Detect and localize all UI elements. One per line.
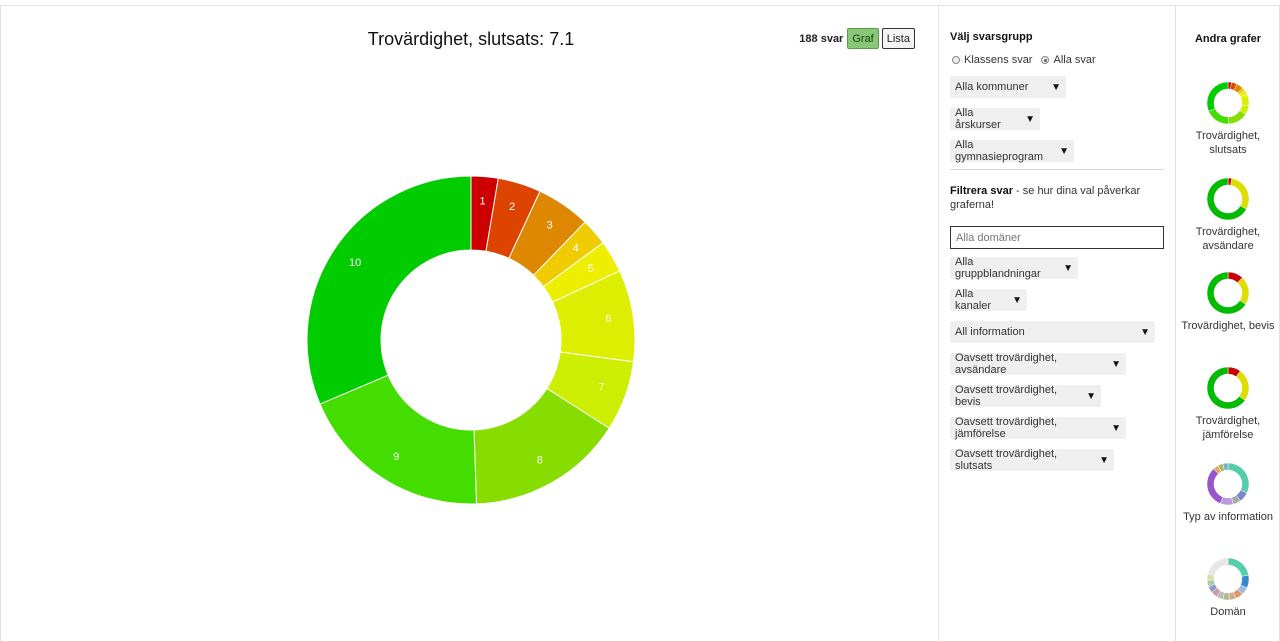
thumb-conclusion-label: Trovärdighet, slutsats — [1195, 130, 1261, 156]
group-mix-select[interactable]: Alla gruppblandningar ▼ — [950, 256, 1078, 280]
thumb-information-type-label: Typ av information — [1183, 511, 1273, 523]
dropdown-arrow-icon: ▼ — [1111, 358, 1121, 370]
thumb-comparison[interactable]: Trovärdighet, jämförelse — [1176, 366, 1280, 442]
thumb-4-slice-5 — [1206, 468, 1224, 504]
filter-panel: Välj svarsgrupp Klassens svar Alla svar … — [939, 6, 1176, 641]
thumb-evidence-label: Trovärdighet, bevis — [1181, 320, 1275, 332]
thumb-domain[interactable]: Domän — [1176, 557, 1280, 619]
view-controls: 188 svar Graf Lista — [799, 28, 915, 49]
evidence-select-value: Oavsett trovärdighet, bevis — [955, 384, 1058, 408]
conclusion-select[interactable]: Oavsett trovärdighet, slutsats ▼ — [950, 448, 1114, 472]
thumb-evidence-donut — [1206, 271, 1250, 315]
dropdown-arrow-icon: ▼ — [1012, 294, 1022, 306]
thumb-1-slice-2 — [1230, 178, 1250, 210]
dropdown-arrow-icon: ▼ — [1059, 145, 1069, 157]
graph-view-button[interactable]: Graf — [847, 28, 879, 49]
donut-slice-9 — [319, 374, 477, 505]
thumb-2-slice-2 — [1237, 277, 1250, 305]
grade-select[interactable]: Alla årskurser ▼ — [950, 107, 1040, 131]
donut-label-3: 3 — [547, 219, 553, 231]
information-select[interactable]: All information ▼ — [950, 321, 1155, 343]
thumb-4-slice-1 — [1227, 462, 1250, 494]
donut-label-2: 2 — [509, 201, 515, 213]
channel-select-value: Alla kanaler — [955, 288, 992, 312]
thumb-0-slice-10 — [1206, 81, 1229, 112]
donut-label-4: 4 — [573, 242, 579, 254]
evidence-select[interactable]: Oavsett trovärdighet, bevis ▼ — [950, 384, 1101, 408]
information-select-value: All information — [955, 326, 1025, 338]
thumb-3-slice-2 — [1235, 370, 1250, 401]
group-heading: Välj svarsgrupp — [950, 31, 1033, 43]
thumb-comparison-donut — [1206, 366, 1250, 410]
group-mix-select-value: Alla gruppblandningar — [955, 256, 1041, 280]
channel-select[interactable]: Alla kanaler ▼ — [950, 288, 1027, 312]
app-frame: 1 2 3 4 5 6 7 8 9 10 Trovärdighet, slutsats: 7.1 … — [0, 5, 1280, 641]
thumb-5-slice-1 — [1227, 557, 1249, 577]
donut-label-1: 1 — [480, 195, 486, 207]
thumb-conclusion[interactable]: Trovärdighet, slutsats — [1176, 81, 1280, 157]
thumb-5-slice-12 — [1207, 557, 1229, 576]
sender-select[interactable]: Oavsett trovärdighet, avsändare ▼ — [950, 352, 1126, 376]
municipality-select[interactable]: Alla kommuner ▼ — [950, 76, 1066, 98]
donut-label-9: 9 — [393, 451, 399, 463]
thumb-information-type[interactable]: Typ av information — [1176, 462, 1280, 524]
thumb-comparison-label: Trovärdighet, jämförelse — [1195, 415, 1261, 441]
sender-select-value: Oavsett trovärdighet, avsändare — [955, 352, 1058, 376]
thumb-0-slice-9 — [1208, 108, 1229, 125]
filter-intro: Filtrera svar - se hur dina val påverkar… — [950, 184, 1160, 212]
grade-select-value: Alla årskurser — [955, 107, 1001, 131]
chart-title: Trovärdighet, slutsats: 7.1 — [367, 29, 575, 49]
radio-all-answers[interactable] — [1041, 56, 1050, 64]
filter-description: - se hur dina val påverkar graferna! — [950, 185, 1141, 211]
thumb-4-slice-8 — [1222, 462, 1229, 471]
conclusion-select-value: Oavsett trovärdighet, slutsats — [955, 448, 1058, 472]
program-select-value: Alla gymnasieprogram — [955, 139, 1044, 163]
dropdown-arrow-icon: ▼ — [1063, 262, 1073, 274]
radio-all-label: Alla svar — [1053, 54, 1096, 66]
thumb-3-slice-3 — [1206, 366, 1246, 410]
donut-label-7: 7 — [598, 382, 604, 394]
thumb-domain-label: Domän — [1210, 606, 1246, 618]
thumb-sender-label: Trovärdighet, avsändare — [1195, 226, 1261, 252]
dropdown-arrow-icon: ▼ — [1086, 390, 1096, 402]
list-view-button[interactable]: Lista — [881, 28, 915, 49]
thumb-domain-donut — [1206, 557, 1250, 601]
donut-label-10: 10 — [349, 257, 361, 269]
municipality-select-value: Alla kommuner — [955, 81, 1029, 93]
dropdown-arrow-icon: ▼ — [1051, 81, 1061, 93]
radio-class-answers[interactable] — [952, 56, 960, 64]
dropdown-arrow-icon: ▼ — [1111, 422, 1121, 434]
filter-heading: Filtrera svar — [950, 185, 1013, 197]
donut-chart: 1 2 3 45 6 7 8 9 10 — [306, 175, 636, 505]
domain-input[interactable] — [950, 226, 1164, 249]
thumb-0-slice-8 — [1228, 110, 1247, 125]
thumb-evidence[interactable]: Trovärdighet, bevis — [1176, 271, 1280, 333]
thumb-sender[interactable]: Trovärdighet, avsändare — [1176, 177, 1280, 253]
thumb-conclusion-donut — [1206, 81, 1250, 125]
filter-divider — [950, 169, 1164, 170]
donut-label-5: 5 — [588, 263, 594, 275]
dropdown-arrow-icon: ▼ — [1099, 454, 1109, 466]
group-radio-row: Klassens svar Alla svar — [952, 54, 1101, 66]
chart-panel: 1 2 3 4 5 6 7 8 9 10 Trovärdighet, slutsats: 7.1 … — [0, 6, 939, 641]
comparison-select-value: Oavsett trovärdighet, jämförelse — [955, 416, 1058, 440]
donut-label-6: 6 — [605, 313, 611, 325]
other-charts-panel: Andra grafer Trovärdighet, slutsats Trov… — [1176, 6, 1280, 641]
comparison-select[interactable]: Oavsett trovärdighet, jämförelse ▼ — [950, 416, 1126, 440]
thumb-1-slice-3 — [1206, 177, 1247, 221]
thumb-information-type-donut — [1206, 462, 1250, 506]
dropdown-arrow-icon: ▼ — [1140, 326, 1150, 338]
thumb-sender-donut — [1206, 177, 1250, 221]
radio-class-label: Klassens svar — [964, 54, 1033, 66]
donut-label-8: 8 — [537, 455, 543, 467]
dropdown-arrow-icon: ▼ — [1025, 113, 1035, 125]
other-charts-title: Andra grafer — [1194, 33, 1262, 45]
thumb-2-slice-3 — [1206, 271, 1247, 315]
response-count: 188 svar — [799, 32, 844, 45]
donut-slice-10 — [306, 175, 472, 405]
program-select[interactable]: Alla gymnasieprogram ▼ — [950, 139, 1074, 163]
